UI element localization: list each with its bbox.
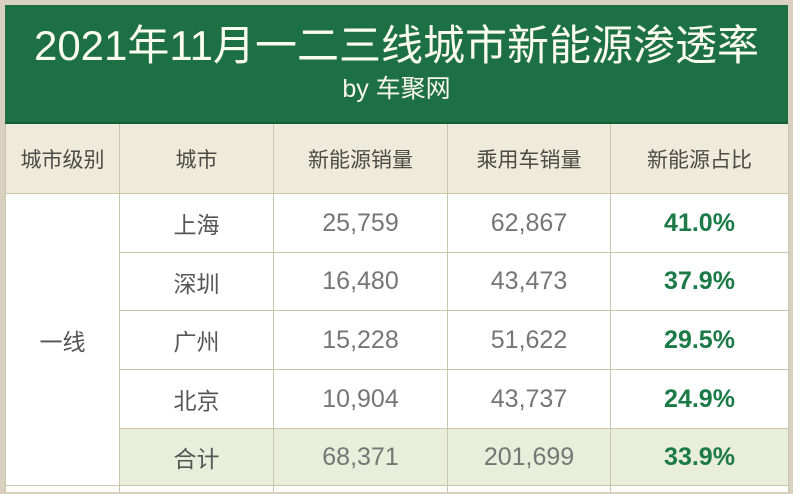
- total-nev-share-cell: 33.9%: [611, 429, 789, 486]
- data-table: 城市级别 城市 新能源销量 乘用车销量 新能源占比 一线 上海 25,759 6…: [5, 124, 789, 492]
- city-cell: 深圳: [120, 253, 274, 311]
- total-nev-sales-cell: 68,371: [274, 429, 448, 486]
- pv-sales-cell: 62,867: [448, 194, 611, 253]
- pv-sales-cell: 43,473: [448, 253, 611, 311]
- city-cell: 北京: [120, 370, 274, 429]
- truncated-row-cell: [448, 486, 611, 492]
- total-pv-sales-cell: 201,699: [448, 429, 611, 486]
- city-cell: 上海: [120, 194, 274, 253]
- nev-share-cell: 24.9%: [611, 370, 789, 429]
- nev-sales-cell: 10,904: [274, 370, 448, 429]
- nev-share-cell: 37.9%: [611, 253, 789, 311]
- pv-sales-cell: 43,737: [448, 370, 611, 429]
- page-title: 2021年11月一二三线城市新能源渗透率: [33, 22, 760, 69]
- truncated-row-cell: [611, 486, 789, 492]
- tier-label-cell: 一线: [6, 194, 120, 486]
- title-banner: 2021年11月一二三线城市新能源渗透率 by 车聚网: [5, 5, 788, 124]
- truncated-row-cell: [6, 486, 120, 492]
- nev-share-cell: 41.0%: [611, 194, 789, 253]
- col-header-city-tier: 城市级别: [6, 124, 120, 194]
- truncated-row-cell: [120, 486, 274, 492]
- col-header-pv-sales: 乘用车销量: [448, 124, 611, 194]
- col-header-city: 城市: [120, 124, 274, 194]
- city-cell: 广州: [120, 311, 274, 370]
- nev-sales-cell: 15,228: [274, 311, 448, 370]
- col-header-nev-share: 新能源占比: [611, 124, 789, 194]
- col-header-nev-sales: 新能源销量: [274, 124, 448, 194]
- nev-sales-cell: 25,759: [274, 194, 448, 253]
- byline: by 车聚网: [342, 75, 451, 103]
- total-label-cell: 合计: [120, 429, 274, 486]
- nev-sales-cell: 16,480: [274, 253, 448, 311]
- truncated-row-cell: [274, 486, 448, 492]
- pv-sales-cell: 51,622: [448, 311, 611, 370]
- nev-share-cell: 29.5%: [611, 311, 789, 370]
